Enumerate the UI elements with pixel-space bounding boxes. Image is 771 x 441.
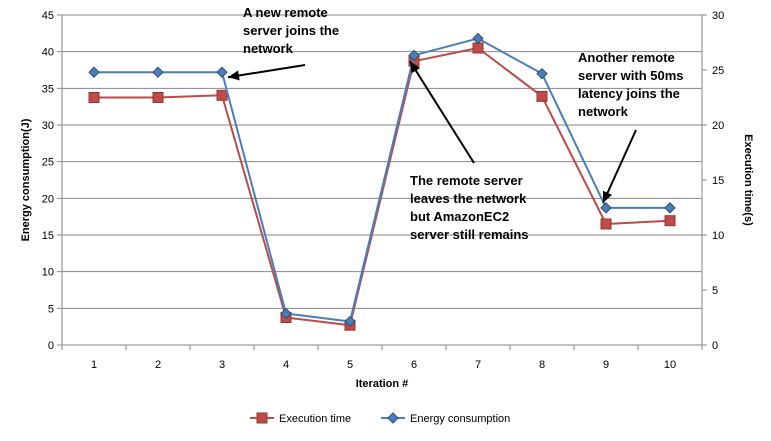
legend-marker-energy-consumption xyxy=(387,412,399,424)
left-tick-label: 35 xyxy=(42,83,54,95)
x-axis-title: Iteration # xyxy=(356,378,409,390)
left-tick-label: 40 xyxy=(42,47,54,59)
annotation-line: Another remote xyxy=(578,50,675,65)
annotation-line: leaves the network xyxy=(410,191,527,206)
data-point-execution-time xyxy=(88,92,100,103)
left-tick-label: 25 xyxy=(42,157,54,169)
right-tick-label: 20 xyxy=(712,120,724,132)
annotation-arrowhead xyxy=(602,190,613,203)
annotation-line: network xyxy=(243,41,294,56)
annotation-line: The remote server xyxy=(410,173,523,188)
data-point-execution-time xyxy=(472,42,484,54)
data-point-execution-time xyxy=(600,218,612,230)
annotation-1: A new remote server joins the network xyxy=(227,5,339,81)
left-tick-label: 10 xyxy=(42,267,54,279)
series-line-execution-time xyxy=(94,47,671,327)
annotation-line: but AmazonEC2 xyxy=(410,209,509,224)
annotation-arrowhead xyxy=(228,70,240,81)
annotation-arrow-line xyxy=(409,60,475,164)
data-point-energy-consumption xyxy=(600,202,612,214)
data-point-energy-consumption xyxy=(216,66,228,78)
y-axis-right-title: Execution time(s) xyxy=(742,134,754,226)
series-lines xyxy=(88,32,676,331)
annotation-line: A new remote xyxy=(243,5,328,20)
legend-label-energy-consumption: Energy consumption xyxy=(410,413,510,425)
right-tick-label: 25 xyxy=(712,65,724,77)
annotations: A new remote server joins the network The r… xyxy=(227,5,684,242)
annotation-text: Another remote server with 50ms latency jo… xyxy=(578,50,684,119)
annotation-arrow-line xyxy=(602,129,637,204)
data-point-energy-consumption xyxy=(664,202,676,214)
x-tick-label: 4 xyxy=(283,359,289,371)
data-point-execution-time xyxy=(664,215,676,227)
left-tick-labels: 0 5 10 15 20 25 30 35 40 45 xyxy=(42,10,62,352)
annotation-arrowhead xyxy=(410,61,421,74)
annotation-2: The remote server leaves the network but A… xyxy=(409,60,529,242)
data-point-energy-consumption xyxy=(472,32,484,45)
left-tick-label: 0 xyxy=(48,340,54,352)
legend-marker-execution-time xyxy=(256,412,268,424)
series-energy-consumption xyxy=(88,32,676,328)
series-line-energy-consumption xyxy=(94,37,670,323)
x-tick-label: 9 xyxy=(603,359,609,371)
data-point-energy-consumption xyxy=(536,67,548,80)
x-tick-label: 3 xyxy=(219,359,225,371)
annotation-line: server still remains xyxy=(410,227,529,242)
data-point-energy-consumption xyxy=(152,66,164,78)
left-tick-label: 5 xyxy=(48,303,54,315)
annotation-text: A new remote server joins the network xyxy=(243,5,339,56)
legend: Execution time Energy consumption xyxy=(250,412,510,425)
data-point-energy-consumption xyxy=(408,49,420,62)
data-point-energy-consumption xyxy=(88,66,100,78)
x-tick-label: 1 xyxy=(91,359,97,371)
grid-lines xyxy=(62,14,702,309)
left-tick-label: 20 xyxy=(42,193,54,205)
annotation-line: server joins the xyxy=(243,23,339,38)
right-tick-labels: 0 5 10 15 20 25 30 xyxy=(702,10,724,352)
annotation-line: latency joins the xyxy=(578,86,680,101)
right-tick-label: 0 xyxy=(712,340,718,352)
data-point-energy-consumption xyxy=(344,315,356,328)
right-tick-label: 5 xyxy=(712,285,718,297)
annotation-3: Another remote server with 50ms latency jo… xyxy=(578,50,684,204)
right-tick-label: 15 xyxy=(712,175,724,187)
left-tick-label: 15 xyxy=(42,230,54,242)
data-point-execution-time xyxy=(216,89,228,101)
annotation-text: The remote server leaves the network but A… xyxy=(410,173,529,242)
x-tick-labels: 1 2 3 4 5 6 7 8 9 10 xyxy=(61,345,703,371)
left-tick-label: 30 xyxy=(42,120,54,132)
x-tick-label: 2 xyxy=(155,359,161,371)
x-tick-label: 10 xyxy=(664,359,676,371)
data-point-energy-consumption xyxy=(280,307,292,320)
x-tick-label: 8 xyxy=(539,359,545,371)
legend-label-execution-time: Execution time xyxy=(279,413,351,425)
y-axis-left-title: Energy consumption(J) xyxy=(20,118,32,241)
data-point-execution-time xyxy=(536,90,548,102)
x-tick-label: 5 xyxy=(347,359,353,371)
data-point-execution-time xyxy=(152,92,164,103)
right-tick-label: 30 xyxy=(712,10,724,22)
annotation-arrow-line xyxy=(227,64,306,79)
left-tick-label: 45 xyxy=(42,10,54,22)
x-tick-label: 7 xyxy=(475,359,481,371)
x-tick-label: 6 xyxy=(411,359,417,371)
annotation-line: server with 50ms xyxy=(578,68,684,83)
annotation-line: network xyxy=(578,104,629,119)
right-tick-label: 10 xyxy=(712,230,724,242)
